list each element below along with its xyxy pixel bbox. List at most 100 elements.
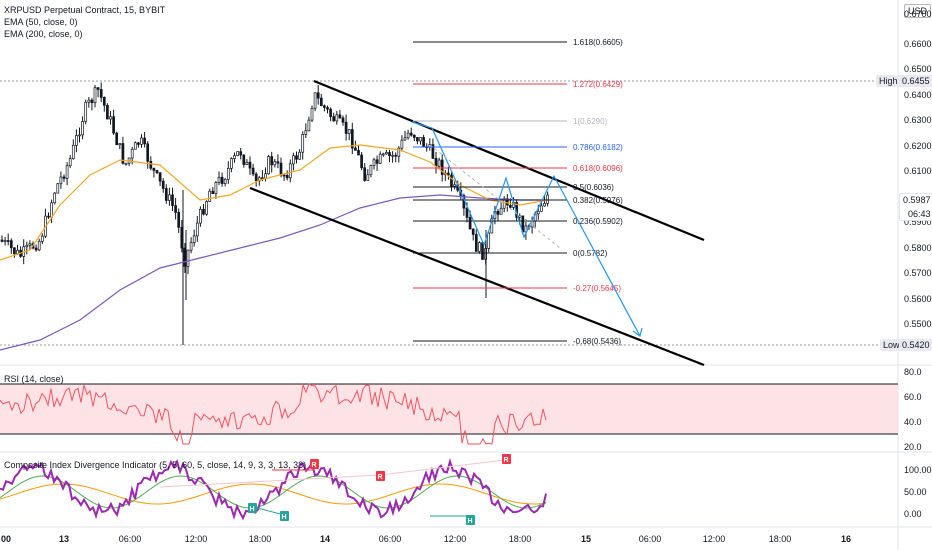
candle-body: [350, 129, 354, 149]
candle-body: [434, 157, 438, 167]
hidden-divergence-marker: H: [466, 515, 475, 525]
fib-level-label: -0.27(0.5645): [573, 284, 621, 293]
candle-body: [261, 177, 264, 180]
fib-retracement: 1.618(0.6605) 1.272(0.6429) 1(0.6290) 0.786…: [413, 38, 623, 346]
current-price: 0.5987: [903, 195, 931, 205]
candle-body: [56, 183, 60, 194]
bearish-divergence-marker: R: [310, 459, 319, 469]
candle-body: [143, 137, 146, 145]
fib-level-label: 0.382(0.5976): [573, 196, 623, 205]
candle-body: [375, 159, 379, 164]
projection-arrowhead: [632, 327, 643, 338]
candle-body: [106, 104, 109, 120]
candle-body: [295, 155, 298, 160]
candle-body: [381, 153, 385, 156]
candle-body: [354, 147, 357, 151]
time-tick: 12:00: [702, 534, 726, 544]
candle-body: [223, 178, 227, 184]
candle-body: [40, 235, 44, 242]
candle-body: [319, 97, 323, 107]
candle-body: [422, 137, 425, 148]
candle-body: [199, 208, 202, 224]
candle-body: [298, 151, 301, 160]
candle-body: [332, 116, 336, 122]
candle-body: [270, 156, 274, 166]
time-tick: 18:00: [248, 534, 272, 544]
candle-body: [112, 116, 115, 134]
cidi-title[interactable]: Composite Index Divergence Indicator (5,…: [4, 460, 307, 470]
candle-body: [115, 132, 119, 146]
price-tick: 0.6600: [904, 39, 932, 49]
candle-body: [285, 174, 289, 179]
candle-body: [174, 205, 177, 213]
candle-body: [363, 167, 367, 181]
ema50-legend[interactable]: EMA (50, close, 0): [4, 17, 78, 27]
candle-body: [186, 249, 190, 267]
candle-body: [505, 198, 509, 206]
candle-body: [416, 137, 419, 142]
candle-body: [109, 116, 112, 120]
candle-body: [168, 194, 171, 201]
ema200-legend[interactable]: EMA (200, close, 0): [4, 29, 83, 39]
candle-body: [205, 201, 208, 215]
chart-legend: XRPUSD Perpetual Contract, 15, BYBIT EMA…: [4, 4, 165, 40]
candle-body: [3, 240, 7, 242]
time-tick: 00: [0, 534, 12, 544]
candle-body: [158, 172, 162, 182]
rsi-tick: 80.0: [904, 367, 922, 377]
candle-body: [440, 159, 444, 175]
candle-body: [267, 156, 270, 175]
time-tick: 18:00: [508, 534, 532, 544]
candle-body: [369, 165, 373, 176]
symbol-title[interactable]: XRPUSD Perpetual Contract, 15, BYBIT: [4, 5, 166, 15]
candle-body: [301, 134, 305, 153]
currency-badge[interactable]: USD: [904, 4, 932, 18]
candle-body: [68, 158, 72, 167]
cidi-fast-line: [0, 475, 547, 509]
candle-body: [130, 148, 134, 159]
candle-body: [357, 150, 360, 156]
candle-body: [233, 155, 236, 159]
cidi-main-line: [0, 458, 547, 521]
candle-body: [0, 239, 4, 242]
candle-body: [96, 87, 100, 90]
candle-body: [329, 108, 332, 117]
candle-body: [316, 92, 320, 99]
cidi-tick: 50.00: [904, 487, 927, 497]
candle-body: [152, 167, 156, 171]
candle-body: [344, 121, 348, 134]
svg-text:R: R: [311, 462, 316, 469]
candle-body: [155, 170, 159, 174]
candle-body: [53, 192, 57, 204]
cidi-tick: 100.00: [904, 465, 932, 475]
candle-body: [412, 134, 416, 138]
price-tick: 0.5800: [904, 243, 932, 253]
high-value: 0.6455: [899, 75, 932, 87]
time-tick: 13: [58, 534, 70, 544]
price-tick: 0.6500: [904, 64, 932, 74]
candle-body: [121, 143, 125, 164]
fib-level-label: 0.618(0.6096): [573, 164, 623, 173]
time-tick: 16: [840, 534, 852, 544]
fib-level-label: 0(0.5782): [573, 249, 608, 258]
candle-body: [509, 205, 512, 208]
candle-body: [16, 249, 19, 255]
bearish-divergence-marker: R: [376, 471, 385, 481]
candle-body: [34, 247, 38, 251]
candle-body: [366, 174, 370, 181]
candle-body: [450, 174, 453, 187]
candle-body: [75, 135, 78, 146]
candle-body: [468, 217, 472, 230]
candle-body: [9, 240, 13, 249]
low-label: Low: [880, 339, 903, 351]
time-tick: 06:00: [378, 534, 402, 544]
channel-lower-line: [249, 186, 705, 367]
projection-path: [411, 121, 641, 337]
candles: [0, 82, 549, 345]
candle-body: [251, 167, 255, 175]
rsi-title[interactable]: RSI (14, close): [4, 374, 64, 384]
candle-body: [288, 163, 292, 179]
projection-dashed: [429, 144, 561, 249]
candle-body: [171, 194, 174, 206]
